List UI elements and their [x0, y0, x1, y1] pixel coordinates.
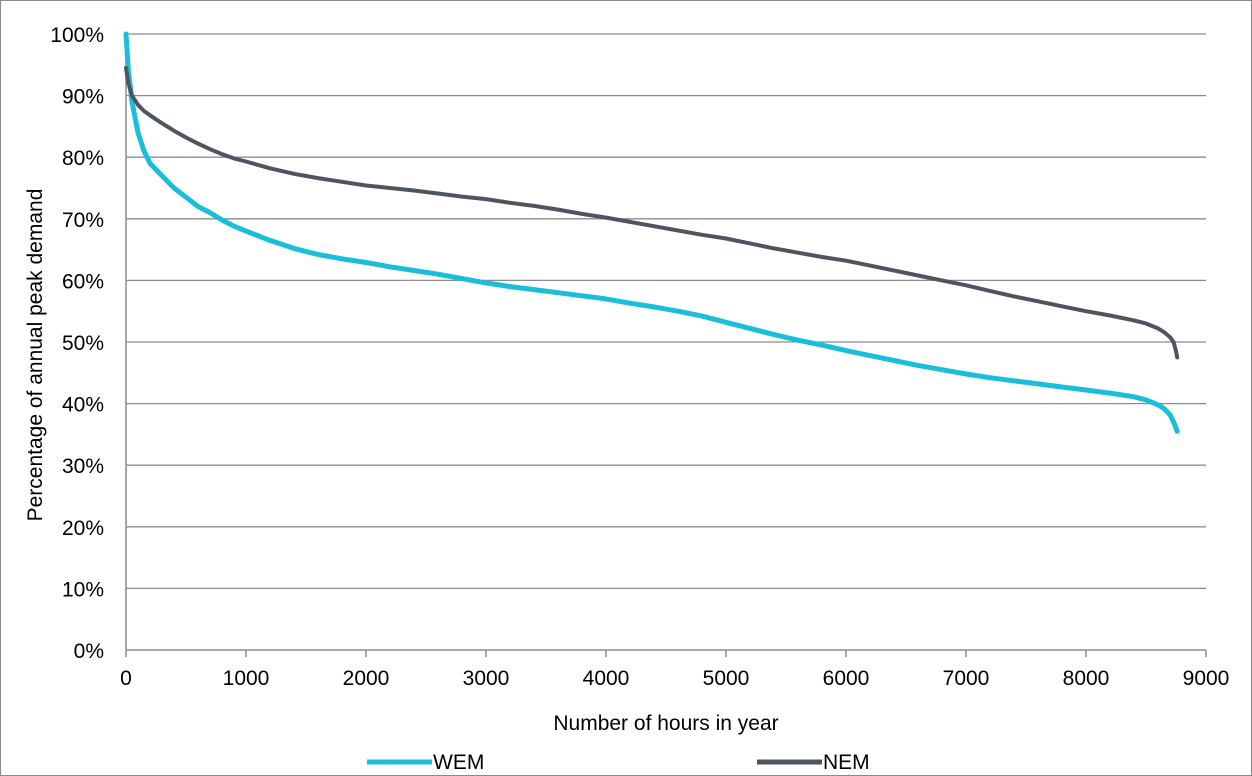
x-tick-label: 1000 — [223, 667, 270, 690]
x-tick-label: 7000 — [943, 667, 990, 690]
y-tick-label: 100% — [50, 24, 104, 47]
y-tick-label: 10% — [62, 578, 104, 601]
x-tick-label: 5000 — [703, 667, 750, 690]
series-line-wem — [123, 31, 1180, 434]
x-tick-label: 0 — [120, 667, 132, 690]
y-tick-label: 60% — [62, 270, 104, 293]
y-tick-label: 90% — [62, 86, 104, 109]
legend-label-nem: NEM — [823, 751, 870, 774]
series-line-nem — [124, 65, 1180, 360]
y-tick-label: 0% — [74, 640, 104, 663]
y-tick-label: 80% — [62, 147, 104, 170]
y-tick-labels: 0% 10% 20% 30% 40% 50% 60% 70% 80% 90% 100% — [50, 24, 104, 663]
x-tick-label: 9000 — [1183, 667, 1230, 690]
y-tick-label: 70% — [62, 209, 104, 232]
x-tick-label: 2000 — [343, 667, 390, 690]
x-tick-label: 6000 — [823, 667, 870, 690]
legend-label-wem: WEM — [433, 751, 484, 774]
x-tick-labels: 0 1000 2000 3000 4000 5000 6000 7000 8000 9000 — [120, 667, 1229, 690]
axes — [125, 34, 1207, 657]
x-tick-label: 4000 — [583, 667, 630, 690]
series-lines — [123, 31, 1180, 434]
x-axis-label: Number of hours in year — [553, 712, 778, 735]
x-tick-label: 8000 — [1063, 667, 1110, 690]
y-tick-label: 50% — [62, 332, 104, 355]
x-tick-label: 3000 — [463, 667, 510, 690]
y-axis-label: Percentage of annual peak demand — [24, 189, 47, 522]
y-tick-label: 40% — [62, 394, 104, 417]
legend: WEM NEM — [367, 751, 870, 774]
gridlines — [126, 33, 1206, 590]
y-tick-label: 30% — [62, 455, 104, 478]
y-tick-label: 20% — [62, 517, 104, 540]
